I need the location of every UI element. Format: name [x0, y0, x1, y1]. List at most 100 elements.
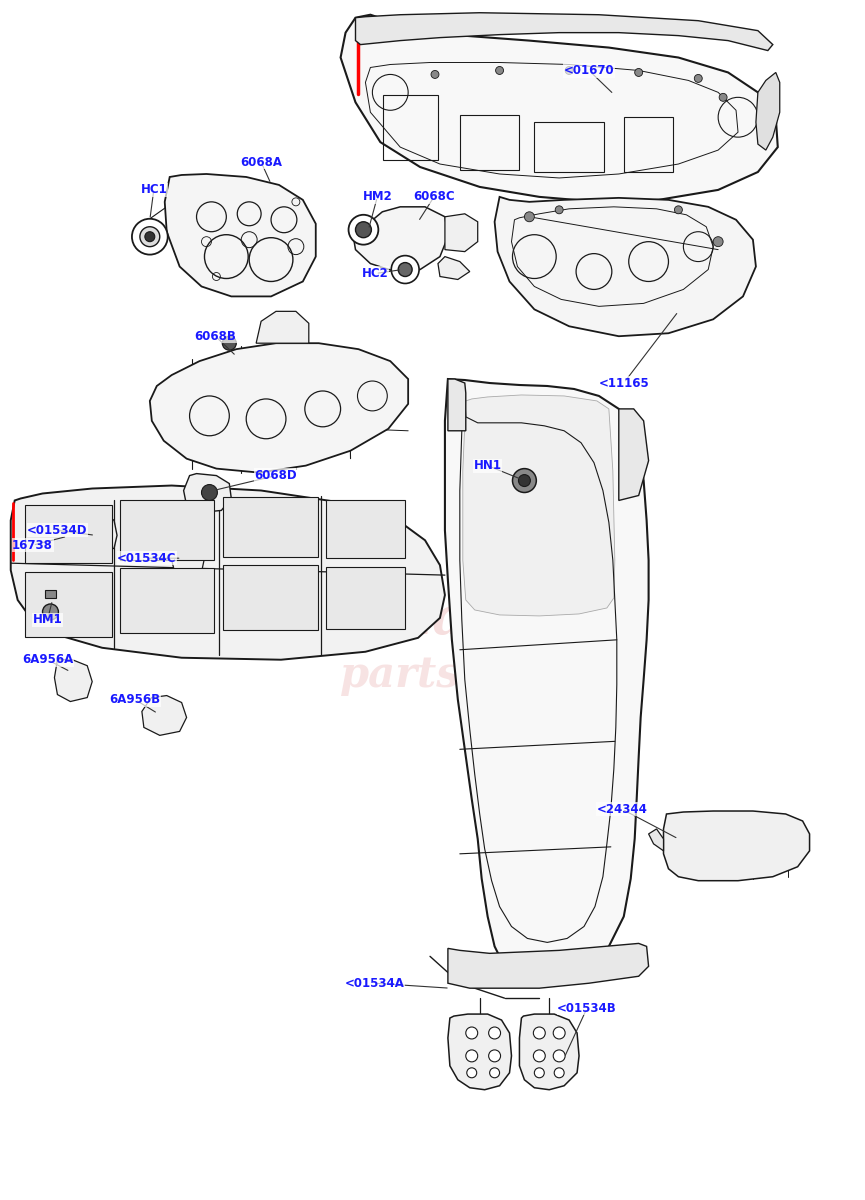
- Polygon shape: [463, 395, 615, 616]
- Circle shape: [554, 1068, 564, 1078]
- Bar: [460, 642, 485, 667]
- Bar: [485, 616, 511, 642]
- Polygon shape: [183, 474, 231, 512]
- Polygon shape: [618, 409, 649, 500]
- Bar: [326, 500, 405, 558]
- Bar: [511, 590, 537, 616]
- Circle shape: [465, 1027, 477, 1039]
- Bar: [223, 498, 317, 557]
- Polygon shape: [495, 197, 756, 336]
- Bar: [460, 590, 485, 616]
- Bar: [537, 667, 563, 694]
- Text: 16738: 16738: [12, 539, 53, 552]
- Circle shape: [349, 215, 378, 245]
- Circle shape: [535, 1068, 544, 1078]
- Text: scuderia: scuderia: [215, 594, 467, 646]
- Circle shape: [496, 66, 503, 74]
- Text: <24344: <24344: [596, 803, 647, 816]
- Bar: [511, 694, 537, 720]
- Text: <11165: <11165: [599, 377, 649, 390]
- Text: <01534C: <01534C: [117, 552, 176, 565]
- Text: HN1: HN1: [474, 460, 502, 472]
- Circle shape: [465, 1050, 477, 1062]
- Text: 6068A: 6068A: [240, 156, 282, 168]
- Circle shape: [202, 485, 217, 500]
- Circle shape: [144, 232, 155, 241]
- Circle shape: [534, 1050, 545, 1062]
- Polygon shape: [445, 379, 649, 983]
- Circle shape: [635, 68, 643, 77]
- Polygon shape: [520, 1014, 579, 1090]
- Circle shape: [565, 66, 573, 74]
- Polygon shape: [171, 545, 204, 576]
- Polygon shape: [142, 696, 187, 736]
- Text: 6068C: 6068C: [413, 191, 455, 203]
- Bar: [44, 590, 56, 598]
- Polygon shape: [164, 174, 316, 296]
- Bar: [383, 95, 438, 160]
- Bar: [563, 694, 589, 720]
- Circle shape: [398, 263, 412, 276]
- Circle shape: [675, 206, 682, 214]
- Text: HM2: HM2: [362, 191, 392, 203]
- Circle shape: [555, 206, 563, 214]
- Circle shape: [695, 74, 702, 83]
- Bar: [460, 115, 520, 170]
- Circle shape: [489, 1027, 501, 1039]
- Text: 6068B: 6068B: [195, 330, 236, 343]
- Polygon shape: [341, 14, 778, 202]
- Polygon shape: [663, 811, 810, 881]
- Polygon shape: [353, 206, 448, 271]
- Circle shape: [554, 1027, 565, 1039]
- Text: HC2: HC2: [362, 268, 388, 280]
- Bar: [563, 590, 589, 616]
- Circle shape: [719, 94, 727, 101]
- Text: <01534A: <01534A: [344, 977, 404, 990]
- Text: <01534D: <01534D: [27, 524, 87, 536]
- Text: <01534B: <01534B: [557, 1002, 617, 1015]
- Polygon shape: [649, 829, 663, 851]
- Bar: [563, 642, 589, 667]
- Text: <01670: <01670: [564, 64, 614, 77]
- Circle shape: [518, 474, 530, 486]
- Text: HC1: HC1: [140, 184, 167, 197]
- Circle shape: [467, 1068, 477, 1078]
- Bar: [120, 568, 215, 632]
- Circle shape: [512, 469, 536, 492]
- Bar: [460, 694, 485, 720]
- Polygon shape: [150, 343, 408, 473]
- Bar: [223, 565, 317, 630]
- Circle shape: [391, 256, 419, 283]
- Polygon shape: [448, 943, 649, 988]
- Circle shape: [356, 222, 371, 238]
- Text: 6A956B: 6A956B: [109, 694, 161, 706]
- Bar: [537, 616, 563, 642]
- Circle shape: [490, 1068, 500, 1078]
- Polygon shape: [438, 257, 470, 280]
- Bar: [511, 642, 537, 667]
- Bar: [24, 505, 112, 563]
- Circle shape: [489, 1050, 501, 1062]
- Polygon shape: [87, 512, 117, 552]
- Bar: [535, 122, 604, 172]
- Text: 6A956A: 6A956A: [22, 653, 74, 666]
- Polygon shape: [445, 214, 477, 252]
- Bar: [24, 572, 112, 637]
- Circle shape: [140, 227, 160, 247]
- Polygon shape: [448, 1014, 511, 1090]
- Circle shape: [132, 218, 168, 254]
- Circle shape: [534, 1027, 545, 1039]
- Circle shape: [524, 212, 535, 222]
- Circle shape: [431, 71, 439, 78]
- Text: parts: parts: [340, 654, 460, 696]
- Bar: [120, 500, 215, 560]
- Circle shape: [713, 236, 723, 247]
- Text: 6068D: 6068D: [254, 469, 298, 482]
- Bar: [485, 667, 511, 694]
- Bar: [624, 118, 674, 172]
- Polygon shape: [356, 13, 772, 50]
- Circle shape: [554, 1050, 565, 1062]
- Polygon shape: [256, 311, 309, 343]
- Polygon shape: [448, 379, 465, 431]
- Polygon shape: [756, 72, 779, 150]
